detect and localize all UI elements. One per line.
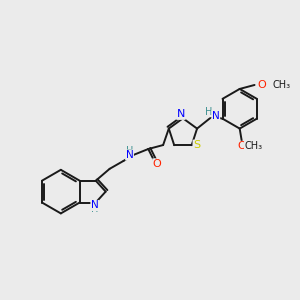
Text: O: O	[153, 159, 162, 169]
Text: N: N	[177, 109, 185, 119]
Text: O: O	[237, 141, 246, 152]
Text: CH₃: CH₃	[244, 141, 262, 152]
Text: N: N	[126, 150, 134, 160]
Text: H: H	[126, 146, 133, 156]
Text: H: H	[91, 204, 98, 214]
Text: N: N	[212, 111, 220, 121]
Text: N: N	[91, 200, 99, 211]
Text: O: O	[257, 80, 266, 90]
Text: CH₃: CH₃	[272, 80, 290, 90]
Text: H: H	[205, 107, 213, 117]
Text: S: S	[193, 140, 200, 150]
